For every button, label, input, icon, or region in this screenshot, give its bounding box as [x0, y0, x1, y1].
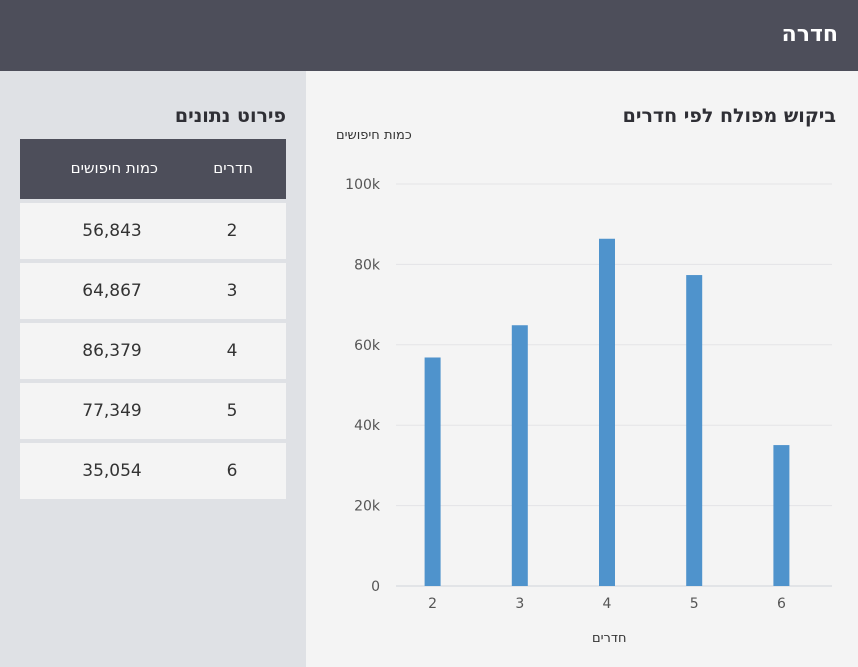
cell-rooms: 2: [226, 221, 238, 241]
cell-search-count: 35,054: [82, 461, 142, 481]
bar: [424, 357, 441, 586]
table-row: 6 35,054: [20, 443, 286, 499]
header-search-count: כמות חיפושים: [70, 159, 158, 177]
table-row: 4 86,379: [20, 323, 286, 379]
cell-rooms: 4: [226, 341, 238, 361]
chart-panel: ביקוש מפולח לפי חדרים כמות חיפושים חדרים…: [306, 71, 858, 667]
table-row: 2 56,843: [20, 203, 286, 259]
cell-search-count: 86,379: [82, 341, 142, 361]
table-title: פירוט נתונים: [174, 105, 286, 127]
bar: [511, 325, 528, 586]
y-tick-label: 20k: [354, 499, 381, 515]
cell-rooms: 6: [226, 461, 238, 481]
x-tick-label: 6: [777, 596, 786, 612]
table-row: 3 64,867: [20, 263, 286, 319]
bar-chart: 0 20k 40k 60k 80k 100k 2 3 4 5 6: [345, 177, 832, 612]
data-details-panel: פירוט נתונים חדרים כמות חיפושים 2 56,843…: [0, 71, 306, 667]
cell-rooms: 3: [226, 281, 238, 301]
bar: [599, 238, 615, 587]
y-tick-label: 80k: [354, 257, 381, 273]
cell-search-count: 77,349: [82, 401, 142, 421]
app-header: חדרה: [0, 0, 858, 71]
cell-search-count: 64,867: [82, 281, 142, 301]
cell-rooms: 5: [226, 401, 238, 421]
bar: [773, 445, 790, 586]
bar: [686, 275, 703, 586]
y-tick-label: 60k: [354, 338, 381, 354]
y-axis-label: כמות חיפושים: [336, 128, 412, 143]
x-tick-label: 3: [515, 596, 524, 612]
cell-search-count: 56,843: [82, 221, 142, 241]
table-header: חדרים כמות חיפושים: [20, 139, 286, 199]
y-tick-label: 0: [371, 579, 380, 595]
x-tick-label: 5: [690, 596, 699, 612]
x-tick-label: 2: [428, 596, 437, 612]
y-tick-label: 40k: [354, 418, 381, 434]
table-row: 5 77,349: [20, 383, 286, 439]
x-tick-label: 4: [603, 596, 612, 612]
chart-title: ביקוש מפולח לפי חדרים: [622, 105, 836, 127]
header-rooms: חדרים: [213, 159, 253, 177]
page-title: חדרה: [781, 22, 838, 47]
x-axis-label: חדרים: [592, 631, 627, 646]
data-table: חדרים כמות חיפושים 2 56,843 3 64,867 4 8…: [20, 139, 286, 499]
y-tick-label: 100k: [345, 177, 381, 193]
